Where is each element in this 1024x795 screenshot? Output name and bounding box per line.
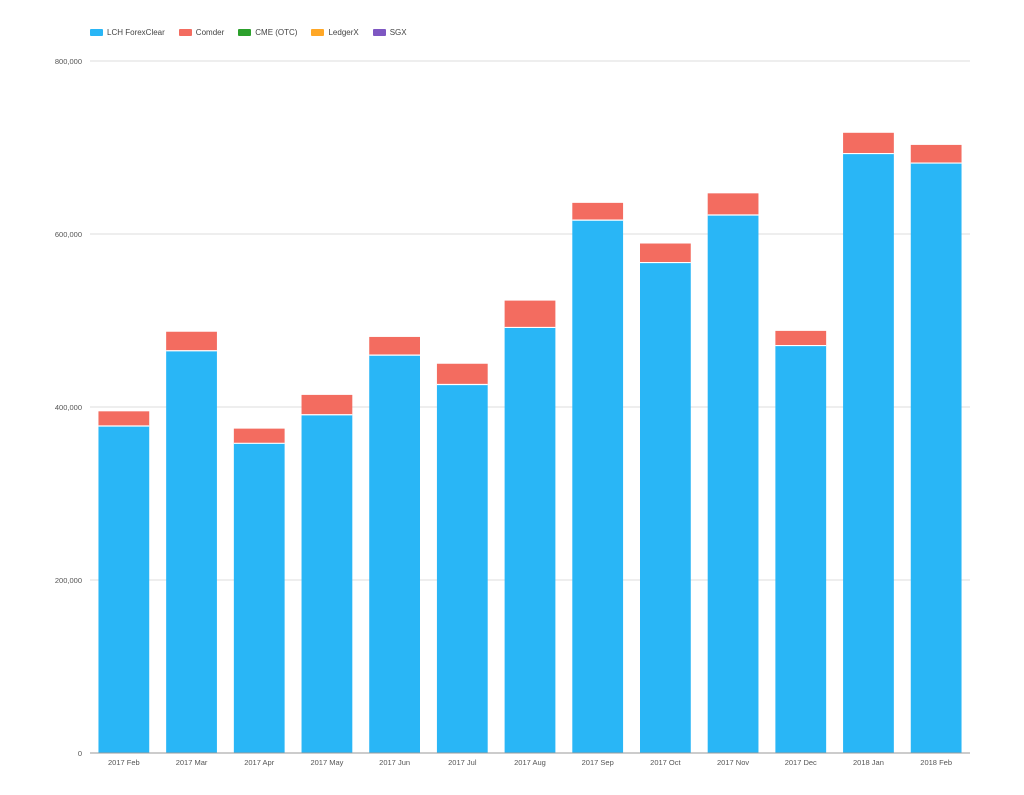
bar-segment-lch-forexclear[interactable] — [369, 355, 420, 753]
x-tick-label: 2017 Nov — [717, 758, 749, 767]
x-tick-label: 2017 Jun — [379, 758, 410, 767]
bar-segment-comder[interactable] — [707, 193, 759, 215]
bars — [98, 132, 962, 754]
y-axis-ticks: 0 200,000 400,000 600,000 800,000 — [55, 57, 82, 758]
legend-swatch-comder — [178, 29, 192, 36]
bar-segment-lch-forexclear[interactable] — [843, 153, 894, 753]
legend-swatch-ledgerx — [311, 29, 325, 36]
legend-item-ledgerx[interactable]: LedgerX — [311, 28, 359, 37]
x-tick-label: 2018 Feb — [920, 758, 952, 767]
bar-segment-comder[interactable] — [166, 331, 217, 351]
bar-segment-lch-forexclear[interactable] — [436, 384, 488, 753]
x-tick-label: 2017 Sep — [582, 758, 614, 767]
bar-segment-comder[interactable] — [233, 428, 285, 444]
bar-segment-lch-forexclear[interactable] — [572, 220, 624, 753]
legend-item-lch-forexclear[interactable]: LCH ForexClear — [90, 28, 165, 37]
bar-segment-comder[interactable] — [504, 300, 556, 328]
x-tick-label: 2017 Feb — [108, 758, 140, 767]
x-tick-label: 2017 Dec — [785, 758, 817, 767]
y-tick-label: 0 — [78, 749, 82, 758]
legend-label-ledgerx: LedgerX — [328, 28, 359, 37]
bar-segment-comder[interactable] — [910, 144, 962, 164]
legend-swatch-cme-otc — [238, 29, 252, 36]
bar-segment-comder[interactable] — [369, 336, 420, 356]
legend-swatch-lch-forexclear — [90, 29, 103, 36]
x-tick-label: 2017 Apr — [244, 758, 275, 767]
x-tick-label: 2018 Jan — [853, 758, 884, 767]
bar-segment-lch-forexclear[interactable] — [166, 350, 217, 753]
x-tick-label: 2017 Jul — [448, 758, 477, 767]
bar-segment-lch-forexclear[interactable] — [301, 414, 353, 753]
legend-label-sgx: SGX — [389, 28, 407, 37]
legend-item-cme-otc[interactable]: CME (OTC) — [238, 28, 297, 37]
bar-segment-comder[interactable] — [98, 411, 150, 427]
y-tick-label: 400,000 — [55, 403, 82, 412]
bar-segment-lch-forexclear[interactable] — [98, 426, 150, 753]
x-tick-label: 2017 Oct — [650, 758, 681, 767]
bar-segment-comder[interactable] — [775, 330, 827, 346]
bar-segment-lch-forexclear[interactable] — [504, 327, 556, 753]
bar-segment-comder[interactable] — [301, 394, 353, 415]
bar-segment-comder[interactable] — [572, 202, 624, 221]
legend-swatch-sgx — [372, 29, 386, 36]
bar-segment-lch-forexclear[interactable] — [707, 214, 759, 754]
bar-segment-lch-forexclear[interactable] — [910, 163, 962, 753]
y-tick-label: 200,000 — [55, 576, 82, 585]
legend: LCH ForexClear Comder CME (OTC) LedgerX … — [90, 28, 407, 37]
bar-segment-lch-forexclear[interactable] — [775, 345, 827, 753]
legend-label-lch-forexclear: LCH ForexClear — [107, 28, 165, 37]
legend-label-cme-otc: CME (OTC) — [255, 28, 298, 37]
bar-segment-comder[interactable] — [843, 132, 894, 154]
y-tick-label: 600,000 — [55, 230, 82, 239]
x-axis-ticks: 2017 Feb 2017 Mar 2017 Apr 2017 May 2017 Jun… — [108, 758, 952, 767]
bar-segment-comder[interactable] — [640, 243, 691, 263]
bar-segment-lch-forexclear[interactable] — [233, 443, 285, 753]
legend-label-comder: Comder — [195, 28, 225, 37]
bar-segment-comder[interactable] — [436, 363, 488, 385]
x-tick-label: 2017 Mar — [176, 758, 208, 767]
y-tick-label: 800,000 — [55, 57, 82, 66]
x-tick-label: 2017 May — [310, 758, 343, 767]
bar-segment-lch-forexclear[interactable] — [640, 262, 691, 753]
legend-item-comder[interactable]: Comder — [178, 28, 225, 37]
x-tick-label: 2017 Aug — [514, 758, 546, 767]
legend-item-sgx[interactable]: SGX — [372, 28, 407, 37]
